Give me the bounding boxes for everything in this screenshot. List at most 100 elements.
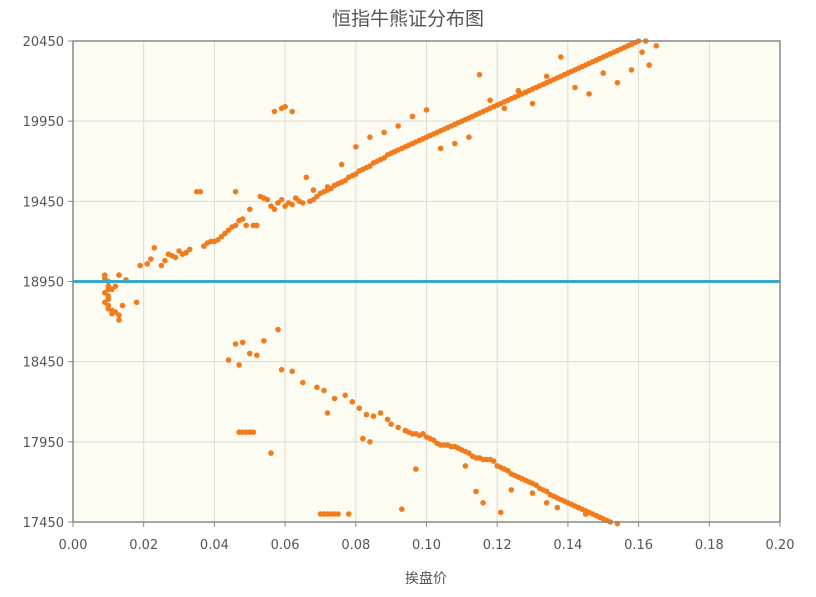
data-point bbox=[289, 108, 296, 115]
data-point bbox=[116, 317, 122, 323]
data-point bbox=[529, 490, 536, 496]
data-point bbox=[399, 506, 405, 512]
data-point bbox=[116, 312, 122, 319]
data-point bbox=[247, 350, 253, 357]
x-tick-label: 0.18 bbox=[695, 538, 724, 553]
y-tick-label: 19450 bbox=[23, 195, 64, 210]
x-tick-label: 0.06 bbox=[271, 538, 300, 553]
data-point bbox=[353, 144, 359, 150]
data-point bbox=[247, 206, 253, 213]
data-point bbox=[395, 424, 402, 431]
data-point bbox=[653, 43, 660, 49]
data-point bbox=[271, 206, 278, 213]
data-point bbox=[363, 411, 370, 418]
x-tick-label: 0.10 bbox=[412, 538, 441, 553]
data-point bbox=[384, 416, 391, 423]
data-point bbox=[236, 362, 242, 368]
x-tick-label: 0.00 bbox=[59, 538, 88, 553]
data-point bbox=[250, 429, 257, 436]
data-point bbox=[239, 216, 246, 222]
data-point bbox=[349, 399, 356, 405]
data-point bbox=[342, 392, 349, 399]
data-point bbox=[119, 302, 126, 309]
data-point bbox=[225, 357, 232, 363]
data-point bbox=[268, 450, 274, 456]
data-point bbox=[490, 458, 497, 464]
data-point bbox=[466, 450, 472, 456]
x-tick-label: 0.20 bbox=[766, 538, 795, 553]
x-tick-label: 0.08 bbox=[341, 538, 370, 553]
data-point bbox=[137, 262, 143, 269]
x-tick-label: 0.02 bbox=[129, 538, 158, 553]
data-point bbox=[543, 73, 550, 80]
data-point bbox=[197, 188, 204, 195]
data-point bbox=[437, 145, 444, 152]
data-point bbox=[243, 222, 249, 229]
data-point bbox=[572, 84, 578, 91]
data-point bbox=[275, 200, 281, 206]
data-point bbox=[360, 435, 366, 442]
data-point bbox=[109, 310, 115, 317]
data-point bbox=[413, 466, 419, 472]
data-point bbox=[356, 405, 363, 412]
ticks: 0.00 0.02 0.04 0.06 0.08 0.10 0.12 0.14 0.16 0.18… bbox=[23, 35, 795, 553]
data-point bbox=[282, 103, 288, 110]
data-point bbox=[515, 87, 522, 94]
data-point bbox=[300, 200, 306, 206]
data-point bbox=[466, 134, 472, 140]
data-point bbox=[303, 174, 310, 181]
data-point bbox=[144, 261, 150, 267]
data-point bbox=[480, 500, 486, 506]
data-point bbox=[370, 413, 377, 420]
data-point bbox=[232, 341, 239, 347]
data-point bbox=[335, 511, 341, 517]
data-point bbox=[367, 134, 373, 140]
data-point bbox=[289, 368, 296, 375]
x-tick-label: 0.04 bbox=[200, 538, 229, 553]
data-point bbox=[310, 187, 317, 193]
data-point bbox=[232, 188, 239, 195]
data-point bbox=[508, 487, 515, 493]
data-point bbox=[367, 439, 373, 445]
data-point bbox=[158, 262, 165, 269]
chart-title: 恒指牛熊证分布图 bbox=[332, 8, 484, 30]
data-point bbox=[476, 71, 483, 78]
data-point bbox=[186, 246, 193, 253]
data-point bbox=[596, 514, 603, 520]
data-point bbox=[151, 245, 158, 251]
data-point bbox=[331, 395, 338, 402]
data-point bbox=[462, 463, 469, 469]
data-point bbox=[261, 338, 267, 344]
data-point bbox=[148, 256, 154, 262]
data-point bbox=[487, 97, 493, 104]
data-point bbox=[586, 91, 592, 97]
data-point bbox=[345, 511, 352, 517]
data-point bbox=[452, 140, 458, 147]
data-point bbox=[646, 62, 652, 68]
data-point bbox=[377, 410, 384, 416]
data-point bbox=[321, 387, 327, 394]
x-tick-label: 0.14 bbox=[553, 538, 582, 553]
y-tick-label: 18950 bbox=[23, 276, 64, 291]
data-point bbox=[133, 299, 140, 306]
data-point bbox=[275, 326, 281, 333]
data-point bbox=[519, 475, 525, 482]
data-point bbox=[497, 509, 504, 516]
data-point bbox=[253, 222, 260, 229]
data-point bbox=[232, 222, 239, 229]
data-point bbox=[278, 366, 285, 373]
data-point bbox=[381, 129, 387, 136]
data-point bbox=[300, 379, 306, 386]
data-point bbox=[338, 161, 345, 168]
data-point bbox=[554, 504, 561, 511]
data-point bbox=[639, 49, 645, 55]
data-point bbox=[388, 421, 394, 428]
data-point bbox=[253, 352, 260, 359]
x-tick-label: 0.16 bbox=[624, 538, 653, 553]
data-point bbox=[183, 249, 189, 256]
plot-frame bbox=[72, 40, 781, 523]
data-point bbox=[628, 67, 635, 73]
x-tick-label: 0.12 bbox=[483, 538, 512, 553]
data-point bbox=[271, 108, 278, 115]
